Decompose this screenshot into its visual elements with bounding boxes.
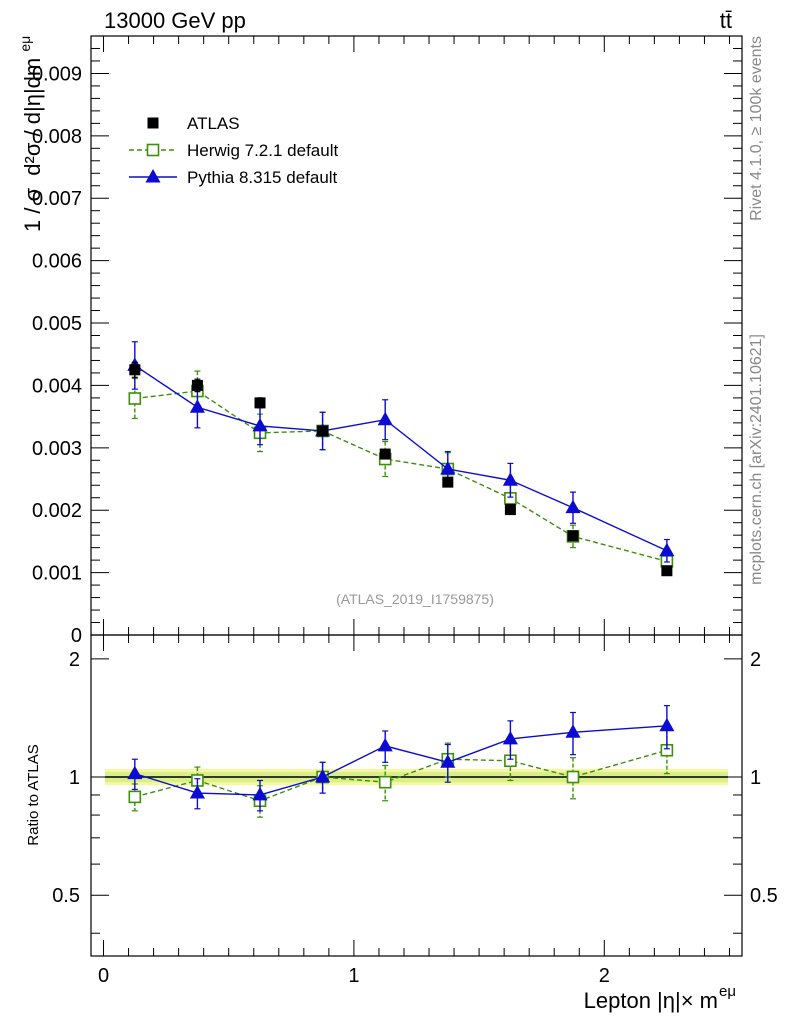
main-atlas-point <box>442 476 454 488</box>
x-tick-label: 0 <box>98 965 109 987</box>
ratio-y-axis-title: Ratio to ATLAS <box>25 744 42 845</box>
main-ylabel-norm: 1 / σ <box>20 187 45 232</box>
main-pythia-point <box>440 460 456 475</box>
main-y-tick-label: 0.006 <box>32 251 82 273</box>
main-pythia-point <box>189 399 205 413</box>
ratio-y-tick-label-left: 2 <box>69 649 80 671</box>
legend-label: Pythia 8.315 default <box>187 168 338 187</box>
main-atlas-point <box>567 530 579 542</box>
main-pythia-point <box>377 411 393 426</box>
main-atlas-point <box>379 448 391 460</box>
header-left: 13000 GeV pp <box>104 8 246 33</box>
main-ylabel-deriv: d²σ / d|η|dm <box>20 58 45 176</box>
xlabel-sub: eμ <box>719 983 736 1000</box>
analysis-annotation: (ATLAS_2019_I1759875) <box>336 591 494 607</box>
main-y-tick-label: 0.007 <box>32 188 82 210</box>
mcplots-label: mcplots.cern.ch [arXiv:2401.10621] <box>748 334 765 585</box>
main-y-tick-label: 0 <box>71 625 82 647</box>
main-pythia-point <box>659 542 675 557</box>
ratio-herwig-point <box>378 775 392 789</box>
x-axis-title: Lepton |η|× m eμ <box>584 983 736 1013</box>
legend: ATLAS Herwig 7.2.1 default Pythia 8.315 de… <box>129 114 338 187</box>
main-y-tick-label: 0.008 <box>32 126 82 148</box>
header-right: tt̄ <box>720 8 732 33</box>
main-ylabel-sub: eμ <box>17 36 33 52</box>
ratio-frame <box>90 634 743 957</box>
main-panel: 0 0.001 0.002 0.003 0.004 0.005 0.006 0.007 0.00… <box>32 35 743 647</box>
ratio-y-tick-label-right: 1 <box>750 767 761 789</box>
main-y-tick-label: 0.002 <box>32 500 82 522</box>
main-atlas-point <box>661 565 673 577</box>
ratio-y-tick-label-right: 0.5 <box>750 885 778 907</box>
ratio-panel: 0 1 2 0.5 0.5 1 1 2 2 <box>52 634 778 987</box>
main-y-axis-title: 1 / σ d²σ / d|η|dm eμ <box>17 36 45 232</box>
main-herwig-point <box>128 392 142 405</box>
ratio-y-tick-label-left: 1 <box>69 767 80 789</box>
ratio-pythia-point <box>440 754 456 768</box>
legend-marker-atlas <box>147 117 159 129</box>
ratio-pythia-point <box>127 765 143 780</box>
legend-label: Herwig 7.2.1 default <box>187 141 338 160</box>
main-y-tick-label: 0.009 <box>32 63 82 85</box>
legend-marker-pythia <box>145 168 161 183</box>
main-pythia-point <box>565 499 581 514</box>
main-atlas-point <box>129 364 141 376</box>
main-atlas-point <box>191 379 203 391</box>
ratio-herwig-point <box>566 770 580 784</box>
chart-text-layer: 13000 GeV pp tt̄ Rivet 4.1.0, ≥ 100k eve… <box>17 8 765 1013</box>
ratio-pythia-point <box>565 724 581 738</box>
main-herwig-line <box>134 390 668 563</box>
ratio-pythia-point <box>502 730 518 745</box>
x-tick-label: 2 <box>599 965 610 987</box>
main-y-tick-label: 0.004 <box>32 375 82 397</box>
ratio-pythia-point <box>659 717 675 732</box>
main-atlas-point <box>254 397 266 409</box>
main-y-tick-label: 0.001 <box>32 563 82 585</box>
ratio-pythia-point <box>189 785 205 799</box>
ratio-y-tick-label-right: 2 <box>750 649 761 671</box>
ratio-y-tick-label-left: 0.5 <box>52 885 80 907</box>
ratio-pythia-point <box>315 768 331 783</box>
xlabel-main: Lepton |η|× m <box>584 988 718 1013</box>
x-tick-label: 1 <box>348 965 359 987</box>
main-pythia-point <box>252 417 268 432</box>
main-y-tick-label: 0.003 <box>32 438 82 460</box>
main-pythia-point <box>502 472 518 486</box>
legend-marker-herwig <box>146 143 160 157</box>
ratio-pythia-point <box>377 737 393 752</box>
svg-text:Lepton |η|× m: Lepton |η|× m <box>584 988 718 1013</box>
legend-label: ATLAS <box>187 114 240 133</box>
ratio-herwig-point <box>128 790 142 804</box>
ratio-pythia-point <box>252 786 268 801</box>
svg-text:1 / σ d²σ / d|η|dm: 1 / σ d²σ / d|η|dm eμ <box>17 36 45 232</box>
main-pythia-line <box>134 364 668 552</box>
rivet-label: Rivet 4.1.0, ≥ 100k events <box>748 36 765 221</box>
main-y-tick-label: 0.005 <box>32 313 82 335</box>
main-atlas-point <box>317 425 329 437</box>
main-atlas-point <box>504 504 516 516</box>
